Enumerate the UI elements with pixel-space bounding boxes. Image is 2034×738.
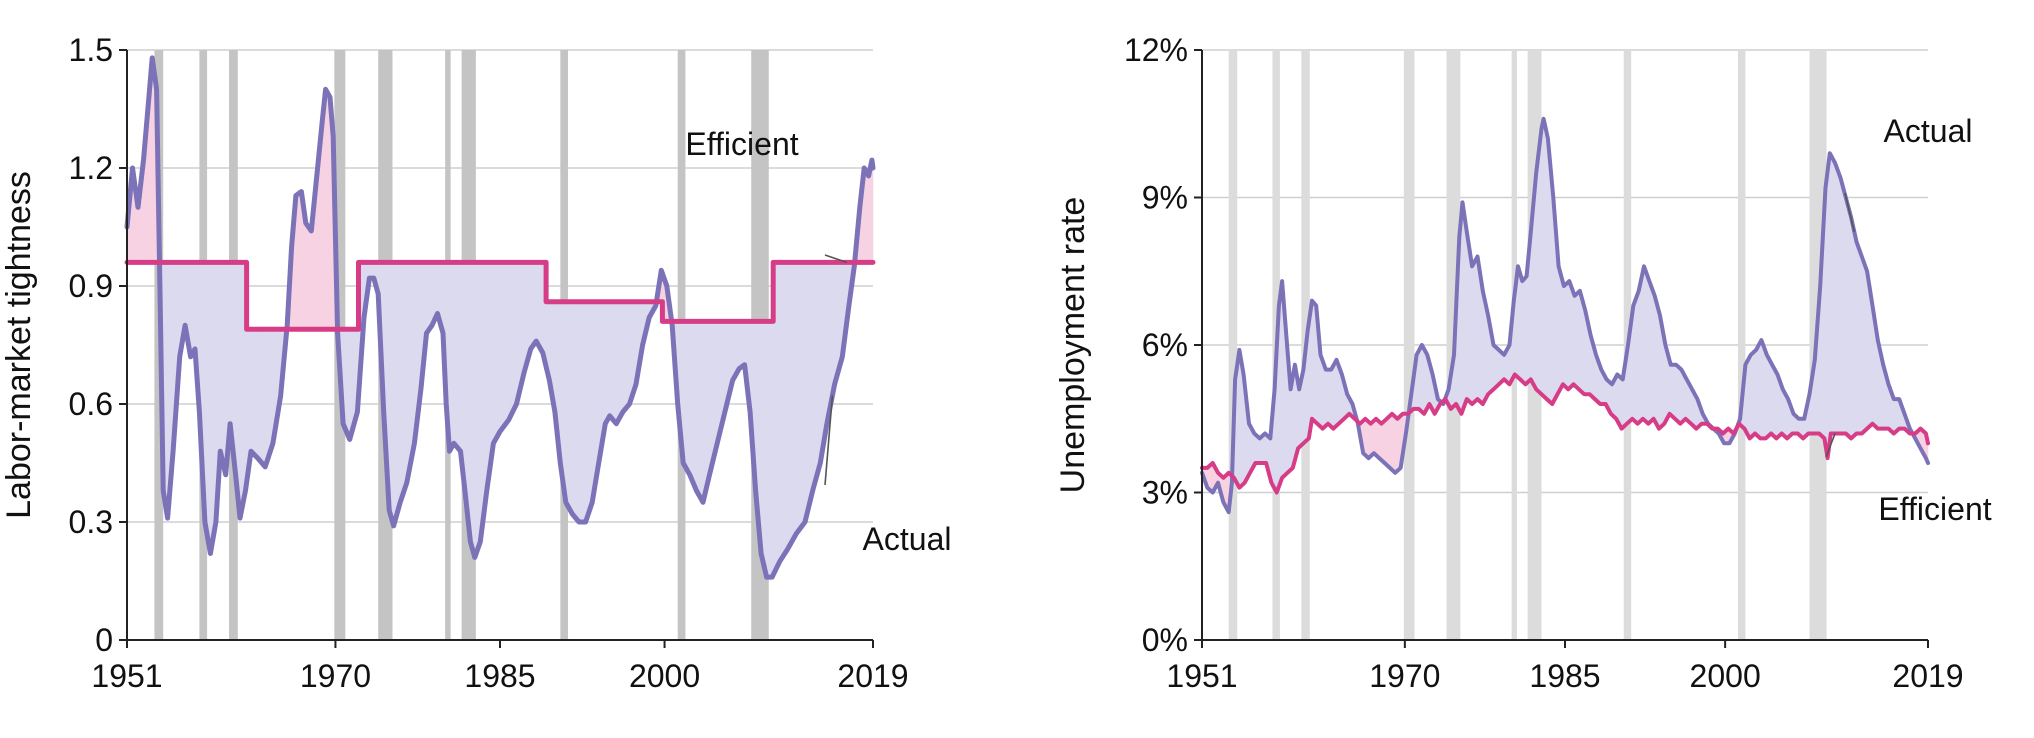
x-tick-label: 1970 <box>300 658 371 694</box>
y-tick-label: 0.3 <box>69 504 113 540</box>
recession-band <box>1403 50 1415 640</box>
y-tick-label: 9% <box>1142 180 1188 216</box>
tightness-panel: 0 0.3 0.6 0.9 1.2 1.5 1951 1970 1985 2000 2019 Labo… <box>0 32 951 694</box>
y-axis-label: Unemployment rate <box>1054 197 1092 494</box>
annotation-efficient: Efficient <box>1878 491 1991 527</box>
series-line-actual <box>1200 116 1930 515</box>
x-tick-label: 2019 <box>1892 658 1963 694</box>
y-tick-label: 12% <box>1124 32 1188 68</box>
y-tick-label: 1.5 <box>69 32 113 68</box>
annotation-leader <box>1825 433 1836 458</box>
y-tick-label: 3% <box>1142 475 1188 511</box>
annotation-leader <box>824 254 847 264</box>
x-tick-label: 2019 <box>837 658 908 694</box>
x-tick-label: 1970 <box>1369 658 1440 694</box>
x-tick-label: 1985 <box>1529 658 1600 694</box>
series-line-actual <box>124 55 876 580</box>
y-tick-label: 6% <box>1142 327 1188 363</box>
y-tick-label: 0.6 <box>69 386 113 422</box>
x-tick-label: 1951 <box>91 658 162 694</box>
series-line-efficient <box>124 259 876 332</box>
recession-band <box>1228 50 1238 640</box>
x-tick-label: 2000 <box>629 658 700 694</box>
annotation-leader <box>1844 192 1856 233</box>
x-tick-label: 1985 <box>464 658 535 694</box>
y-tick-label: 1.2 <box>69 150 113 186</box>
annotation-efficient: Efficient <box>685 126 798 162</box>
annotation-leader <box>824 395 834 486</box>
annotation-actual: Actual <box>863 521 952 557</box>
series-line-efficient <box>1200 372 1930 495</box>
gap-shading <box>871 160 874 263</box>
x-tick-label: 2000 <box>1690 658 1761 694</box>
y-tick-label: 0% <box>1142 622 1188 658</box>
y-tick-label: 0 <box>95 622 113 658</box>
annotation-actual: Actual <box>1884 113 1973 149</box>
y-axis-label: Labor-market tightness <box>0 171 38 519</box>
x-tick-label: 1951 <box>1166 658 1237 694</box>
recession-band <box>1737 50 1746 640</box>
y-tick-label: 0.9 <box>69 268 113 304</box>
unemployment-panel: 0% 3% 6% 9% 12% 1951 1970 1985 2000 2019 Unemploym… <box>1054 32 1992 694</box>
